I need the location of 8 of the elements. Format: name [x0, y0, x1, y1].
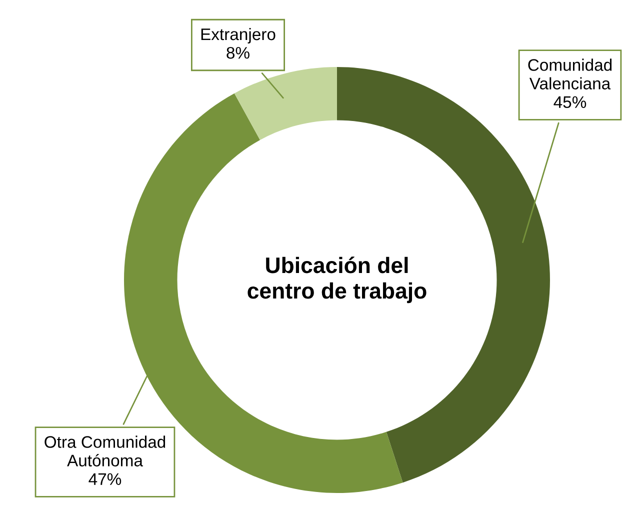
donut-slice: [234, 67, 337, 140]
text: Ubicación del centro de trabajo: [248, 256, 426, 304]
slice-label: Comunidad Valenciana: [528, 58, 612, 90]
slice-label: Extranjero: [201, 28, 276, 44]
data-label: 45%: [554, 96, 586, 108]
data-label: 47%: [88, 473, 122, 485]
data-label: 8%: [226, 46, 250, 59]
slice-label: Otra Comunidad Autónoma: [44, 436, 166, 466]
